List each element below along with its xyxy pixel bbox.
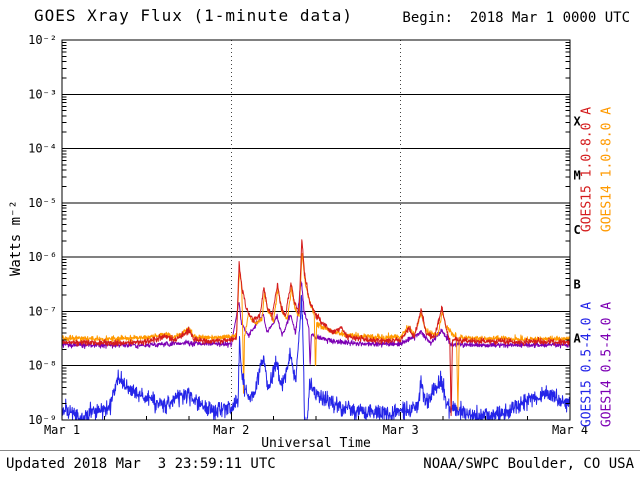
flare-class-M: M	[574, 169, 581, 183]
y-tick-label: 10⁻⁵	[28, 196, 57, 210]
x-tick-labels: Mar 1 Mar 2 Mar 3 Mar 4	[44, 423, 588, 437]
y-gridlines	[62, 93, 570, 367]
y-axis-label: Watts m⁻²	[8, 200, 24, 276]
side-label-goes14-long: GOES14 1.0-8.0 A	[599, 106, 615, 233]
day-gridlines	[230, 40, 402, 420]
flare-class-letters: X M C B A	[574, 114, 582, 345]
x-tick-label: Mar 3	[383, 423, 419, 437]
series-goes15-short	[62, 294, 570, 420]
x-axis-label: Universal Time	[261, 436, 371, 451]
y-tick-label: 10⁻³	[28, 87, 57, 101]
y-tick-label: 10⁻⁴	[28, 142, 57, 156]
axis-ticks	[62, 41, 570, 420]
series-goes14-long	[62, 253, 570, 411]
y-tick-label: 10⁻⁶	[28, 250, 57, 264]
series-goes15-long	[62, 239, 570, 417]
data-credit: NOAA/SWPC Boulder, CO USA	[423, 456, 634, 472]
footer-divider	[0, 450, 640, 451]
flare-class-X: X	[574, 114, 582, 128]
side-label-goes14-short: GOES14 0.5-4.0 A	[599, 301, 615, 428]
y-tick-labels: 10⁻² 10⁻³ 10⁻⁴ 10⁻⁵ 10⁻⁶ 10⁻⁷ 10⁻⁸ 10⁻⁹	[28, 33, 57, 427]
y-tick-label: 10⁻⁹	[28, 413, 57, 427]
begin-timestamp: Begin: 2018 Mar 1 0000 UTC	[402, 10, 630, 26]
y-tick-label: 10⁻⁷	[28, 304, 57, 318]
side-label-goes15-short: GOES15 0.5-4.0 A	[579, 301, 595, 428]
updated-timestamp: Updated 2018 Mar 3 23:59:11 UTC	[6, 456, 276, 472]
side-label-goes15-long: GOES15 1.0-8.0 A	[579, 106, 595, 233]
x-tick-label: Mar 4	[552, 423, 588, 437]
plot-title: GOES Xray Flux (1-minute data)	[34, 6, 353, 25]
y-tick-label: 10⁻²	[28, 33, 57, 47]
y-tick-label: 10⁻⁸	[28, 359, 57, 373]
flare-class-A: A	[574, 332, 582, 346]
flare-class-B: B	[574, 277, 581, 291]
x-tick-label: Mar 1	[44, 423, 80, 437]
x-tick-label: Mar 2	[213, 423, 249, 437]
flare-class-C: C	[574, 223, 581, 237]
series-group	[62, 239, 570, 420]
